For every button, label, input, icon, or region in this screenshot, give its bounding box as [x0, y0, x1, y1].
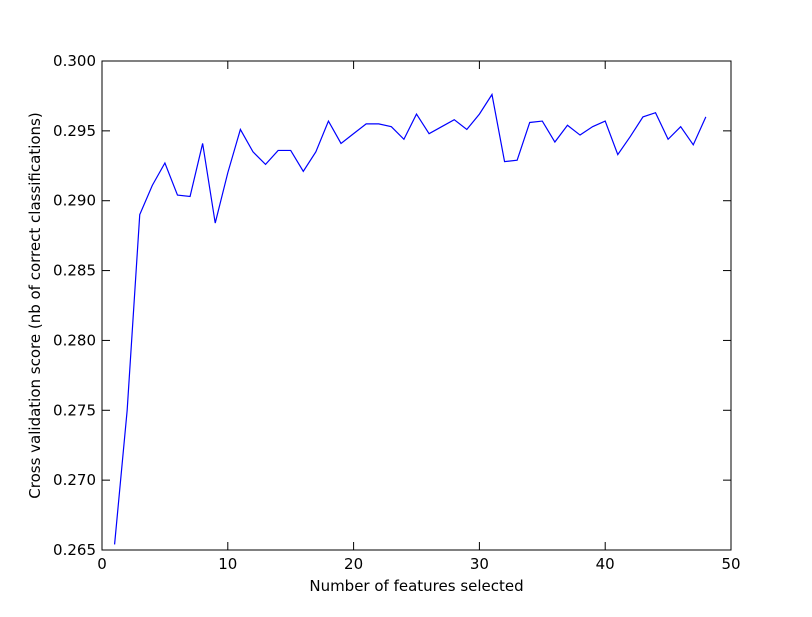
data-point [529, 122, 530, 123]
series-layer [113, 92, 707, 545]
x-tick-label: 50 [721, 555, 740, 573]
x-tick-label: 30 [470, 555, 489, 573]
data-point [164, 162, 165, 163]
y-tick-label: 0.270 [53, 471, 96, 489]
data-point [466, 129, 467, 130]
data-point [240, 129, 241, 130]
data-point [190, 196, 191, 197]
data-point [290, 150, 291, 151]
x-tick-label: 40 [596, 555, 615, 573]
data-point [252, 151, 253, 152]
data-point [139, 214, 140, 215]
y-tick-label: 0.275 [53, 401, 96, 419]
data-point [454, 119, 455, 120]
data-point [341, 143, 342, 144]
plot-area-frame [101, 60, 732, 551]
y-tick-label: 0.300 [53, 52, 96, 70]
data-point [202, 143, 203, 144]
data-point [567, 125, 568, 126]
data-point [353, 133, 354, 134]
data-point [592, 126, 593, 127]
data-point [479, 114, 480, 115]
data-point [542, 121, 543, 122]
data-point [429, 133, 430, 134]
data-point [617, 154, 618, 155]
data-point [315, 151, 316, 152]
x-tick-label: 0 [97, 555, 107, 573]
data-point [680, 126, 681, 127]
data-point [491, 94, 492, 95]
data-point [554, 142, 555, 143]
y-tick-label: 0.290 [53, 192, 96, 210]
data-point [441, 126, 442, 127]
series-line [113, 92, 707, 545]
data-point [705, 116, 706, 117]
x-tick-label: 10 [218, 555, 237, 573]
x-axis-title: Number of features selected [309, 577, 523, 595]
data-point [693, 144, 694, 145]
data-point [378, 123, 379, 124]
data-point [227, 172, 228, 173]
ticks-layer: 0 10 20 30 40 50 0.265 0.270 0.275 0.280 0.285 0.29… [53, 52, 741, 573]
data-point [403, 139, 404, 140]
data-point [517, 160, 518, 161]
data-point [366, 123, 367, 124]
data-point [504, 161, 505, 162]
data-point [152, 185, 153, 186]
y-tick-label: 0.285 [53, 262, 96, 280]
data-point [328, 121, 329, 122]
y-tick-label: 0.265 [53, 541, 96, 559]
data-point [668, 139, 669, 140]
data-point [114, 544, 115, 545]
data-point [580, 135, 581, 136]
data-point [416, 114, 417, 115]
data-point [655, 112, 656, 113]
y-tick-label: 0.280 [53, 331, 96, 349]
y-axis-title: Cross validation score (nb of correct cl… [26, 112, 44, 498]
data-point [642, 116, 643, 117]
data-point [177, 195, 178, 196]
y-tick-label: 0.295 [53, 122, 96, 140]
data-point [303, 171, 304, 172]
data-point [605, 121, 606, 122]
data-point [127, 410, 128, 411]
x-tick-label: 20 [344, 555, 363, 573]
data-point [278, 150, 279, 151]
data-point [265, 164, 266, 165]
data-point [391, 126, 392, 127]
data-point [630, 136, 631, 137]
data-point [215, 223, 216, 224]
